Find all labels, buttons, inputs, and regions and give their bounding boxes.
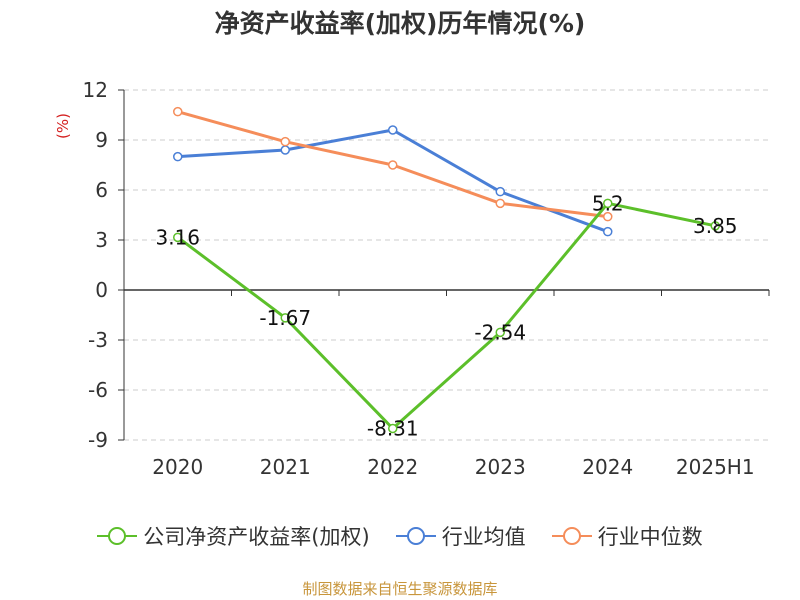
y-tick-label: 9 [95,128,108,152]
source-note: 制图数据来自恒生聚源数据库 [302,580,498,598]
data-label: 3.85 [693,214,738,238]
label-layer: 3.16 -1.67 -8.31 -2.54 5.2 3.85 [155,191,737,440]
legend: 公司净资产收益率(加权) 行业均值 行业中位数 [0,518,800,554]
legend-marker-industry-median [551,526,592,546]
series-line [176,201,716,430]
grid-layer [124,89,769,441]
y-tick-label: 6 [95,178,108,202]
data-label: -8.31 [367,417,419,441]
data-point [388,125,398,135]
data-label: -2.54 [474,320,526,344]
legend-item-industry-median[interactable]: 行业中位数 [551,521,703,551]
data-label: 5.2 [592,191,624,215]
axis-layer: 12 9 6 3 0 -3 -6 -9 2020 2021 2022 2023 2024 2025H1 (%… [54,78,770,479]
data-point [710,221,720,231]
y-tick-label: 12 [83,78,108,102]
x-tick-label: 2020 [152,455,203,479]
x-tick-label: 2024 [582,455,633,479]
data-point [280,313,290,323]
data-label: 3.16 [155,225,200,249]
series-line [177,128,609,234]
data-point [280,136,290,147]
data-point [173,151,183,162]
series-layer [173,106,720,434]
legend-marker-industry-mean [395,526,436,546]
y-tick-label: 3 [95,228,108,252]
legend-item-company-roe[interactable]: 公司净资产收益率(加权) [97,521,370,551]
data-point [388,160,398,170]
data-point [495,198,505,209]
legend-marker-company-roe [97,526,138,546]
data-point [173,232,183,243]
data-point [495,186,505,197]
legend-label-industry-median: 行业中位数 [597,525,703,549]
x-tick-label: 2021 [260,455,311,479]
data-point [603,226,613,237]
legend-label-company-roe: 公司净资产收益率(加权) [143,525,370,549]
legend-item-industry-mean[interactable]: 行业均值 [395,521,526,551]
data-point [173,106,183,117]
chart-title: 净资产收益率(加权)历年情况(%) [214,9,586,38]
x-tick-label: 2025H1 [676,455,755,479]
data-label: -1.67 [259,306,311,330]
data-point [603,198,613,209]
y-axis-label: (%) [54,113,72,139]
data-point [495,327,505,338]
legend-label-industry-mean: 行业均值 [441,525,526,549]
x-tick-label: 2022 [367,455,418,479]
y-tick-label: -6 [88,378,108,402]
data-point [603,211,613,222]
y-tick-label: -3 [88,328,108,352]
data-point [280,145,290,155]
data-point [388,423,398,434]
x-tick-label: 2023 [475,455,526,479]
y-tick-label: 0 [95,278,108,302]
y-tick-label: -9 [88,428,108,452]
